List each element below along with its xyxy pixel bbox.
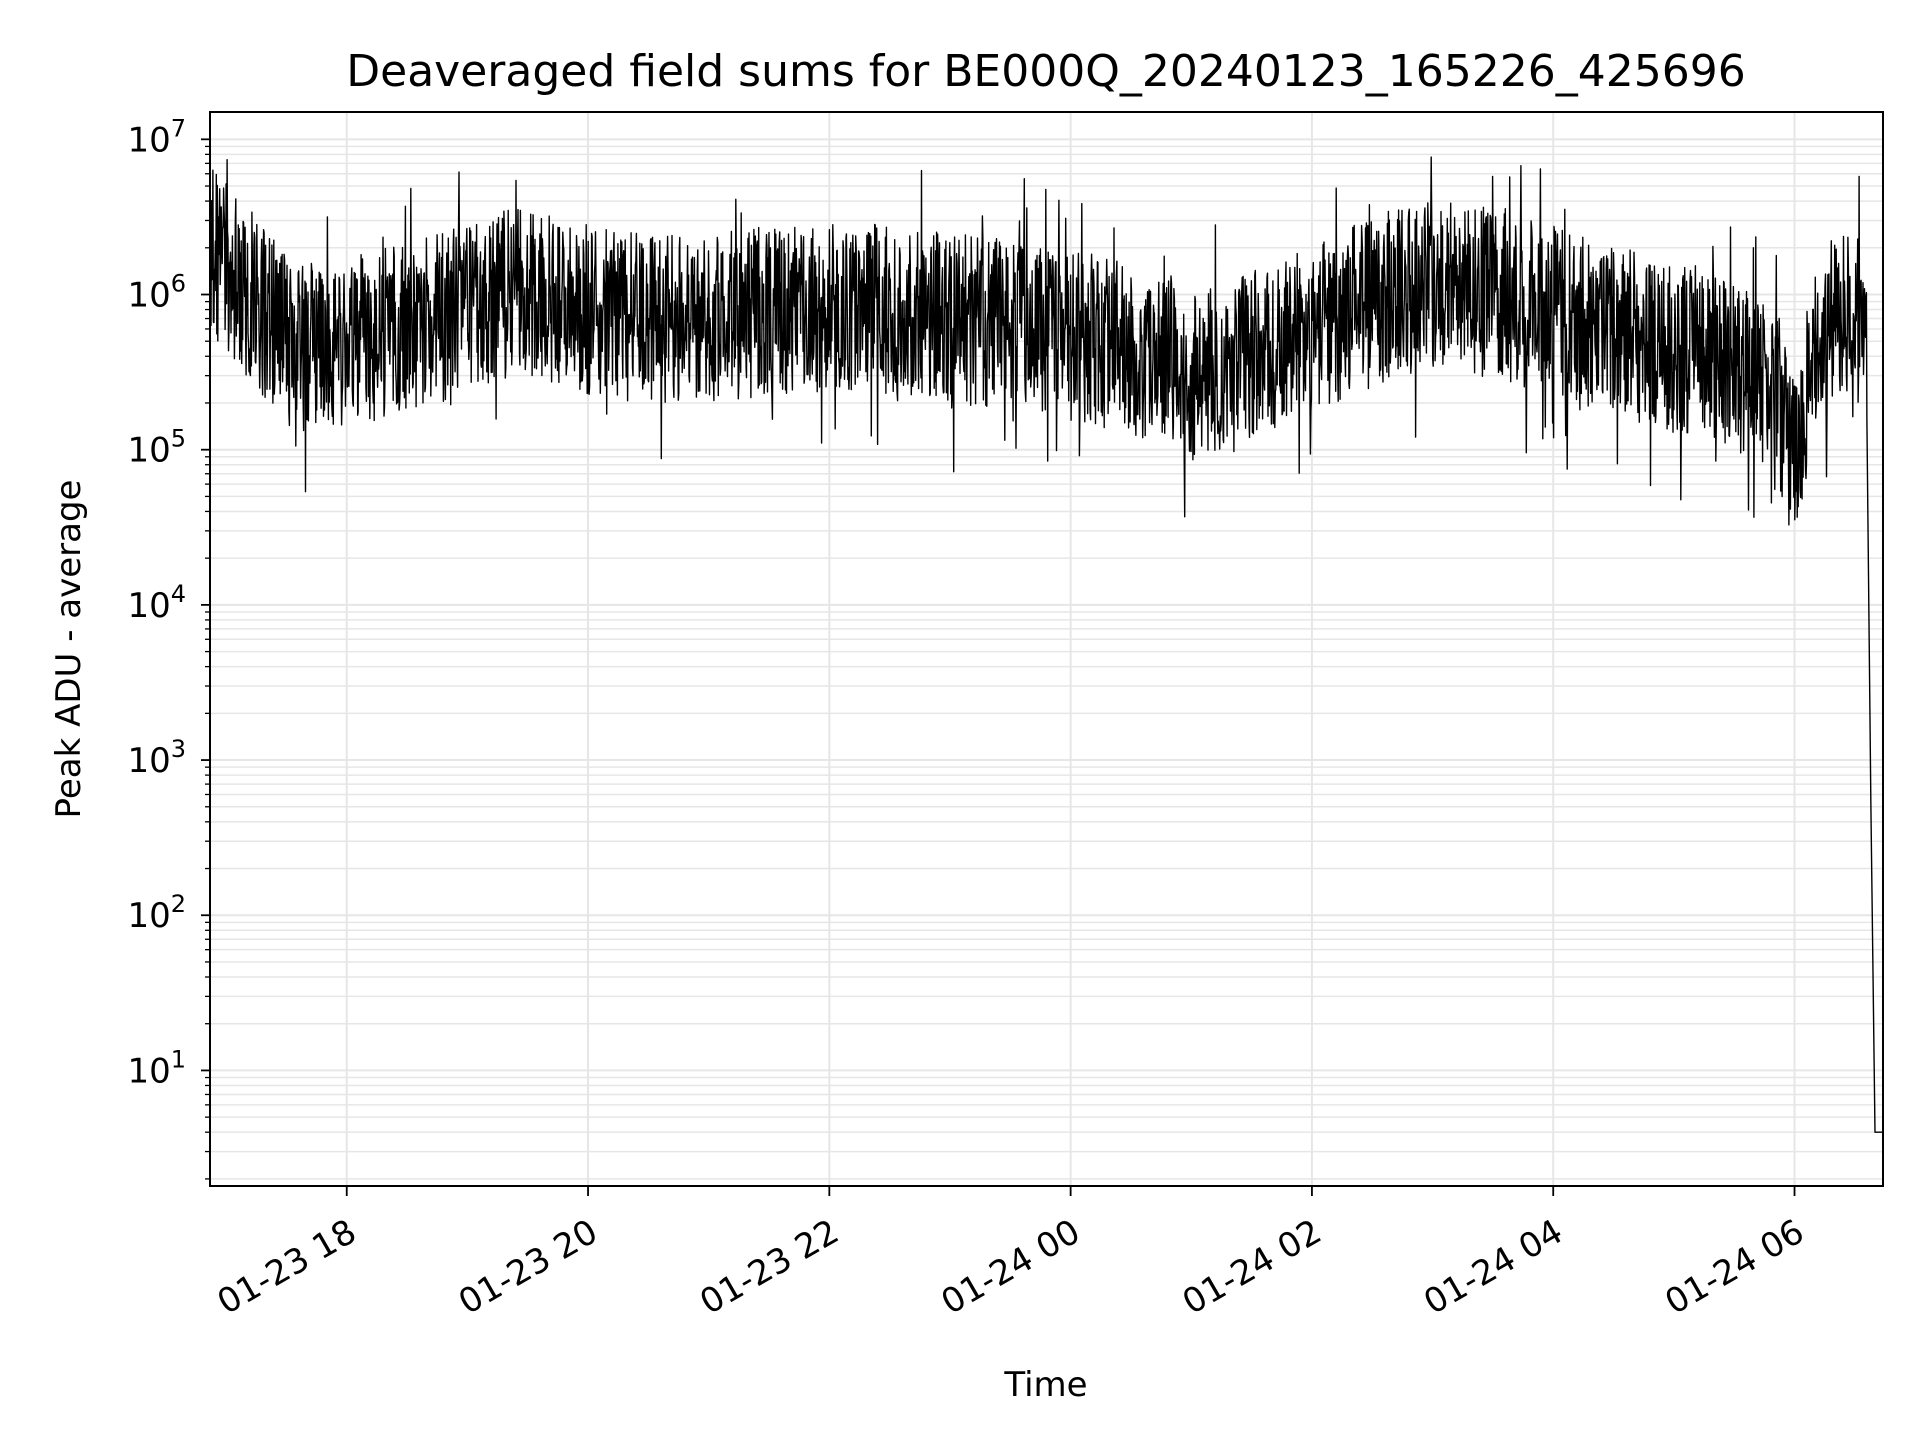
x-tick-label: 01-23 20 — [452, 1212, 604, 1323]
x-tick-label: 01-24 04 — [1417, 1212, 1569, 1323]
y-tick-label: 104 — [127, 580, 186, 626]
x-tick-label: 01-24 00 — [935, 1212, 1087, 1323]
x-axis-label: Time — [1003, 1365, 1087, 1405]
y-tick-label: 103 — [127, 735, 186, 781]
plot-frame — [209, 111, 1884, 1187]
y-tick-label: 102 — [127, 890, 186, 936]
y-tick-label: 101 — [127, 1045, 186, 1091]
y-tick-label: 106 — [127, 270, 186, 316]
x-tick-label: 01-24 06 — [1659, 1212, 1811, 1323]
y-tick-label: 105 — [127, 425, 186, 471]
y-tick-label: 107 — [127, 114, 186, 160]
y-axis-label: Peak ADU - average — [49, 480, 89, 819]
y-axis: 101 102 103 104 105 106 107 — [127, 114, 210, 1180]
x-tick-label: 01-24 02 — [1176, 1212, 1328, 1323]
chart-title: Deaveraged field sums for BE000Q_2024012… — [346, 46, 1745, 97]
x-tick-label: 01-23 22 — [693, 1212, 845, 1323]
x-axis: 01-23 18 01-23 20 01-23 22 01-24 00 01-24 02… — [211, 1186, 1811, 1323]
series-line — [209, 156, 1883, 1133]
x-tick-label: 01-23 18 — [211, 1212, 363, 1323]
